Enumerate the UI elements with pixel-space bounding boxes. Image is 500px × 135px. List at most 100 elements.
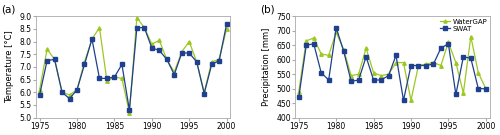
SWAT: [438, 47, 444, 49]
SWAT: [119, 64, 125, 65]
SWAT: [112, 76, 117, 78]
SWAT: [303, 44, 309, 46]
WaterGAP: [208, 61, 214, 63]
WaterGAP: [378, 75, 384, 76]
SWAT: [363, 56, 369, 58]
WaterGAP: [296, 91, 302, 92]
SWAT: [386, 75, 392, 76]
SWAT: [340, 50, 346, 52]
SWAT: [96, 77, 102, 79]
WaterGAP: [156, 40, 162, 41]
WaterGAP: [416, 65, 422, 66]
Line: SWAT: SWAT: [38, 22, 228, 112]
WaterGAP: [393, 62, 399, 63]
SWAT: [356, 79, 362, 81]
SWAT: [423, 65, 429, 66]
WaterGAP: [96, 27, 102, 28]
SWAT: [370, 79, 376, 81]
SWAT: [194, 61, 200, 63]
SWAT: [318, 72, 324, 74]
Legend: WaterGAP, SWAT: WaterGAP, SWAT: [438, 17, 488, 33]
WaterGAP: [310, 37, 316, 39]
SWAT: [66, 98, 72, 99]
WaterGAP: [340, 49, 346, 50]
WaterGAP: [134, 17, 140, 18]
WaterGAP: [446, 42, 452, 43]
SWAT: [126, 109, 132, 111]
SWAT: [393, 55, 399, 56]
SWAT: [36, 94, 43, 96]
SWAT: [408, 65, 414, 66]
SWAT: [483, 88, 489, 90]
WaterGAP: [370, 72, 376, 74]
SWAT: [201, 93, 207, 94]
WaterGAP: [172, 71, 177, 73]
SWAT: [348, 81, 354, 82]
SWAT: [216, 60, 222, 61]
WaterGAP: [82, 61, 87, 63]
WaterGAP: [333, 31, 339, 33]
WaterGAP: [303, 40, 309, 42]
WaterGAP: [216, 59, 222, 60]
WaterGAP: [44, 48, 50, 50]
WaterGAP: [179, 51, 185, 53]
WaterGAP: [66, 94, 72, 96]
WaterGAP: [318, 53, 324, 55]
WaterGAP: [126, 112, 132, 113]
SWAT: [446, 43, 452, 45]
WaterGAP: [438, 65, 444, 66]
WaterGAP: [36, 89, 43, 91]
SWAT: [52, 59, 58, 60]
WaterGAP: [468, 36, 474, 37]
SWAT: [476, 88, 482, 90]
WaterGAP: [423, 63, 429, 65]
WaterGAP: [59, 92, 65, 93]
WaterGAP: [194, 61, 200, 63]
SWAT: [164, 59, 170, 60]
Text: (a): (a): [1, 4, 15, 14]
SWAT: [179, 52, 185, 54]
SWAT: [460, 56, 466, 58]
Y-axis label: Temperature [°C]: Temperature [°C]: [5, 31, 14, 103]
SWAT: [430, 63, 436, 65]
WaterGAP: [186, 41, 192, 42]
WaterGAP: [356, 73, 362, 75]
SWAT: [134, 27, 140, 28]
WaterGAP: [224, 28, 230, 30]
Y-axis label: Precipitation [mm]: Precipitation [mm]: [262, 28, 270, 106]
SWAT: [104, 77, 110, 79]
WaterGAP: [408, 99, 414, 101]
SWAT: [74, 89, 80, 91]
WaterGAP: [386, 73, 392, 75]
WaterGAP: [201, 92, 207, 93]
SWAT: [89, 38, 95, 40]
SWAT: [416, 65, 422, 66]
SWAT: [156, 50, 162, 51]
SWAT: [82, 64, 87, 65]
WaterGAP: [164, 59, 170, 60]
SWAT: [333, 27, 339, 29]
SWAT: [468, 58, 474, 59]
SWAT: [326, 79, 332, 81]
WaterGAP: [52, 59, 58, 60]
Line: SWAT: SWAT: [297, 26, 488, 102]
WaterGAP: [453, 62, 459, 63]
WaterGAP: [348, 75, 354, 76]
WaterGAP: [89, 38, 95, 40]
SWAT: [172, 74, 177, 75]
SWAT: [44, 60, 50, 61]
WaterGAP: [149, 43, 155, 45]
WaterGAP: [460, 92, 466, 94]
Line: WaterGAP: WaterGAP: [38, 16, 228, 114]
WaterGAP: [142, 27, 148, 28]
SWAT: [378, 79, 384, 81]
SWAT: [453, 94, 459, 95]
Line: WaterGAP: WaterGAP: [297, 31, 488, 102]
WaterGAP: [326, 55, 332, 56]
WaterGAP: [74, 89, 80, 91]
SWAT: [149, 47, 155, 49]
Text: (b): (b): [260, 4, 274, 14]
SWAT: [186, 52, 192, 54]
WaterGAP: [119, 77, 125, 79]
WaterGAP: [400, 62, 406, 63]
